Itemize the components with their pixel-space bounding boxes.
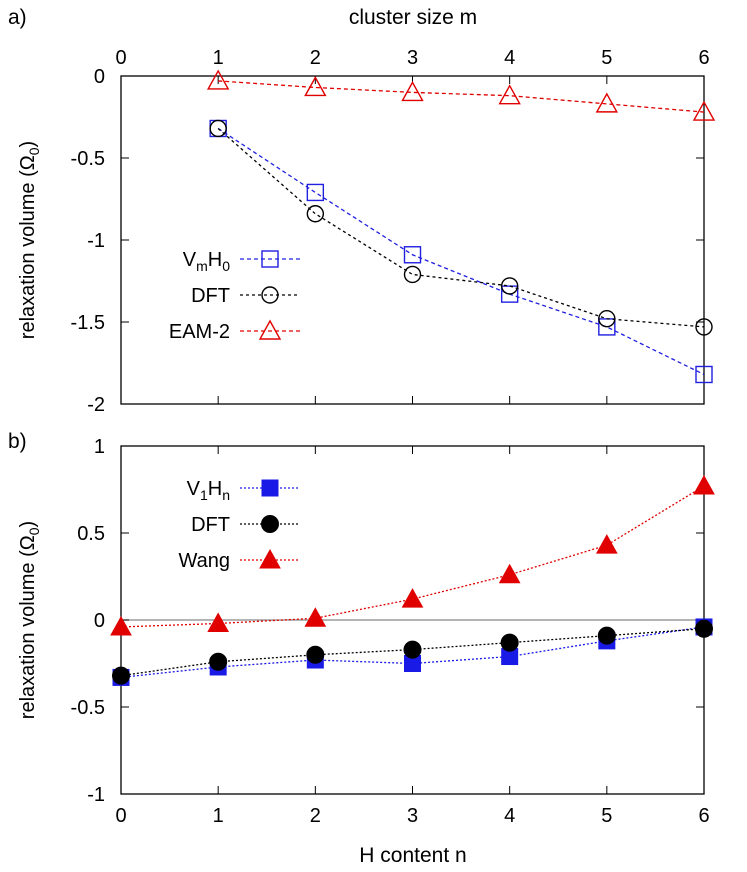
panel-b-label: b) (8, 430, 27, 453)
y-tick-label: -0.5 (71, 148, 105, 170)
panel-a-label: a) (8, 6, 27, 29)
x-tick-label: 3 (407, 805, 418, 827)
data-point-Wang-5 (595, 534, 618, 554)
y-tick-label: 1 (94, 436, 105, 458)
data-point-DFT-4 (500, 277, 519, 295)
legend-marker-Wang (259, 548, 281, 569)
data-point-EAM-2-3 (401, 80, 424, 102)
legend-marker-VmH0 (261, 250, 279, 268)
legend-label-DFT: DFT (191, 514, 230, 536)
legend-marker-EAM-2 (258, 319, 282, 340)
legend-label-part: V (187, 478, 201, 500)
y-tick-label: 0 (94, 66, 105, 88)
data-point-DFT-3 (403, 265, 422, 284)
data-point-Wang-0 (110, 615, 132, 636)
plot-frame (120, 75, 705, 405)
top-x-tick-label: 0 (115, 47, 126, 69)
data-point-EAM-2-5 (595, 92, 619, 113)
y-tick-label: 0.5 (77, 523, 105, 545)
legend-label-part: m (196, 258, 208, 274)
data-point-DFT-2 (306, 205, 325, 223)
data-point-Wang-4 (498, 563, 521, 584)
data-point-DFT-2 (306, 645, 325, 664)
y-axis-label: relaxation volume (Ω0) (17, 521, 42, 719)
legend-label-part: V (183, 249, 197, 271)
series-line-DFT (217, 127, 705, 328)
data-point-Wang-3 (401, 588, 424, 608)
x-tick-label: 4 (504, 805, 515, 827)
legend-label-part: DFT (191, 285, 230, 307)
panel-a-plot: 0 1 2 3 4 5 6 0 -0.5 -1 -1.5 -2 relaxation volume (Ω… (17, 47, 716, 416)
x-tick-label: 5 (601, 805, 612, 827)
legend-label-part: EAM-2 (169, 321, 230, 343)
legend-marker-DFT (261, 515, 279, 533)
data-point-VmH0-2 (306, 183, 325, 202)
legend-label-part: DFT (191, 514, 230, 536)
data-point-DFT-1 (209, 119, 227, 138)
y-tick-label: -2 (87, 394, 105, 416)
y-axis-label-main: relaxation volume (Ω (17, 155, 39, 339)
x-tick-label: 6 (698, 805, 709, 827)
data-point-DFT-6 (695, 619, 713, 638)
y-axis-label: relaxation volume (Ω0) (17, 141, 42, 339)
data-point-Wang-2 (304, 607, 327, 627)
top-x-tick-label: 4 (504, 47, 515, 69)
data-point-DFT-3 (403, 640, 422, 659)
x-tick-label: 2 (310, 805, 321, 827)
data-point-DFT-5 (598, 310, 616, 328)
legend-label-DFT: DFT (191, 285, 230, 307)
top-x-tick-label: 6 (698, 47, 709, 69)
legend-label-part: H (208, 478, 222, 500)
series-line-VmH0 (217, 127, 705, 376)
bottom-axis-label: H content n (359, 844, 466, 867)
y-axis-label-end: ) (17, 141, 39, 148)
legend-label-V1Hn: V1Hn (187, 478, 230, 503)
legend-label-VmH0: VmH0 (183, 249, 230, 274)
data-point-Wang-1 (207, 612, 230, 632)
x-tick-label: 1 (213, 805, 224, 827)
data-point-DFT-1 (209, 652, 228, 671)
y-tick-label: 0 (94, 610, 105, 632)
data-point-DFT-0 (112, 666, 130, 685)
series-line-EAM-2 (218, 80, 705, 113)
top-x-tick-label: 3 (407, 47, 418, 69)
y-axis-label-sub: 0 (26, 527, 42, 535)
legend-marker-V1Hn (261, 479, 279, 497)
y-axis-label-sub: 0 (26, 147, 42, 155)
data-point-EAM-2-1 (206, 69, 230, 90)
y-tick-label: -1 (87, 230, 105, 252)
top-x-tick-label: 1 (213, 47, 224, 69)
data-point-EAM-2-6 (692, 100, 716, 121)
y-tick-label: -1.5 (71, 312, 105, 334)
data-point-VmH0-3 (403, 246, 422, 264)
y-tick-label: -1 (87, 784, 105, 806)
top-x-tick-label: 5 (601, 47, 612, 69)
data-point-Wang-6 (693, 474, 715, 495)
legend-label-Wang: Wang (178, 550, 230, 572)
y-tick-label: -0.5 (71, 697, 105, 719)
legend-label-EAM-2: EAM-2 (169, 321, 230, 343)
legend-label-part: H (208, 249, 222, 271)
legend-marker-DFT (261, 286, 279, 304)
data-point-DFT-4 (500, 633, 519, 652)
data-point-VmH0-4 (500, 285, 519, 303)
y-axis-label-end: ) (17, 521, 39, 528)
y-axis-label-main: relaxation volume (Ω (17, 535, 39, 719)
legend-label-part: n (222, 487, 230, 503)
data-point-VmH0-6 (695, 365, 713, 384)
legend-label-part: Wang (178, 550, 230, 572)
top-axis-label: cluster size m (349, 6, 477, 29)
data-point-EAM-2-4 (498, 84, 521, 105)
top-x-tick-label: 2 (310, 47, 321, 69)
legend-label-part: 1 (200, 487, 208, 503)
x-tick-label: 0 (115, 805, 126, 827)
data-point-DFT-5 (597, 626, 616, 645)
legend-label-part: 0 (222, 258, 230, 274)
data-point-EAM-2-2 (304, 76, 327, 97)
data-point-DFT-6 (695, 318, 713, 336)
